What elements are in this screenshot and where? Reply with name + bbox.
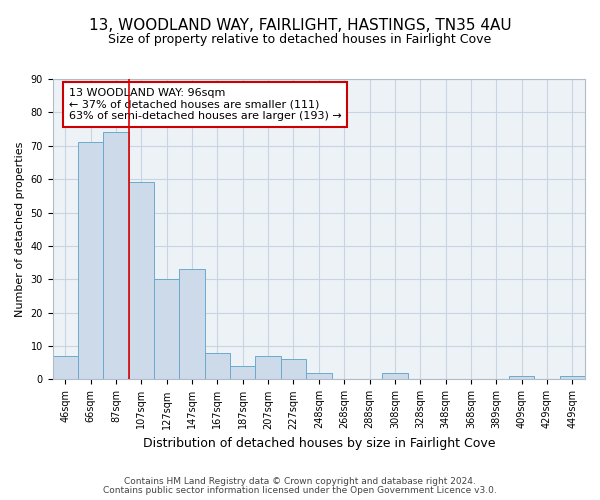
Text: 13, WOODLAND WAY, FAIRLIGHT, HASTINGS, TN35 4AU: 13, WOODLAND WAY, FAIRLIGHT, HASTINGS, T… — [89, 18, 511, 32]
Bar — [129, 182, 154, 380]
Bar — [53, 356, 78, 380]
Text: Contains public sector information licensed under the Open Government Licence v3: Contains public sector information licen… — [103, 486, 497, 495]
Bar — [306, 373, 332, 380]
Bar — [230, 366, 256, 380]
Bar — [256, 356, 281, 380]
Bar — [560, 376, 585, 380]
X-axis label: Distribution of detached houses by size in Fairlight Cove: Distribution of detached houses by size … — [143, 437, 495, 450]
Bar — [154, 280, 179, 380]
Bar — [382, 373, 407, 380]
Text: Contains HM Land Registry data © Crown copyright and database right 2024.: Contains HM Land Registry data © Crown c… — [124, 477, 476, 486]
Y-axis label: Number of detached properties: Number of detached properties — [15, 142, 25, 317]
Bar — [179, 270, 205, 380]
Bar — [78, 142, 103, 380]
Text: 13 WOODLAND WAY: 96sqm
← 37% of detached houses are smaller (111)
63% of semi-de: 13 WOODLAND WAY: 96sqm ← 37% of detached… — [68, 88, 341, 121]
Text: Size of property relative to detached houses in Fairlight Cove: Size of property relative to detached ho… — [109, 32, 491, 46]
Bar — [103, 132, 129, 380]
Bar — [509, 376, 535, 380]
Bar — [281, 360, 306, 380]
Bar — [205, 352, 230, 380]
